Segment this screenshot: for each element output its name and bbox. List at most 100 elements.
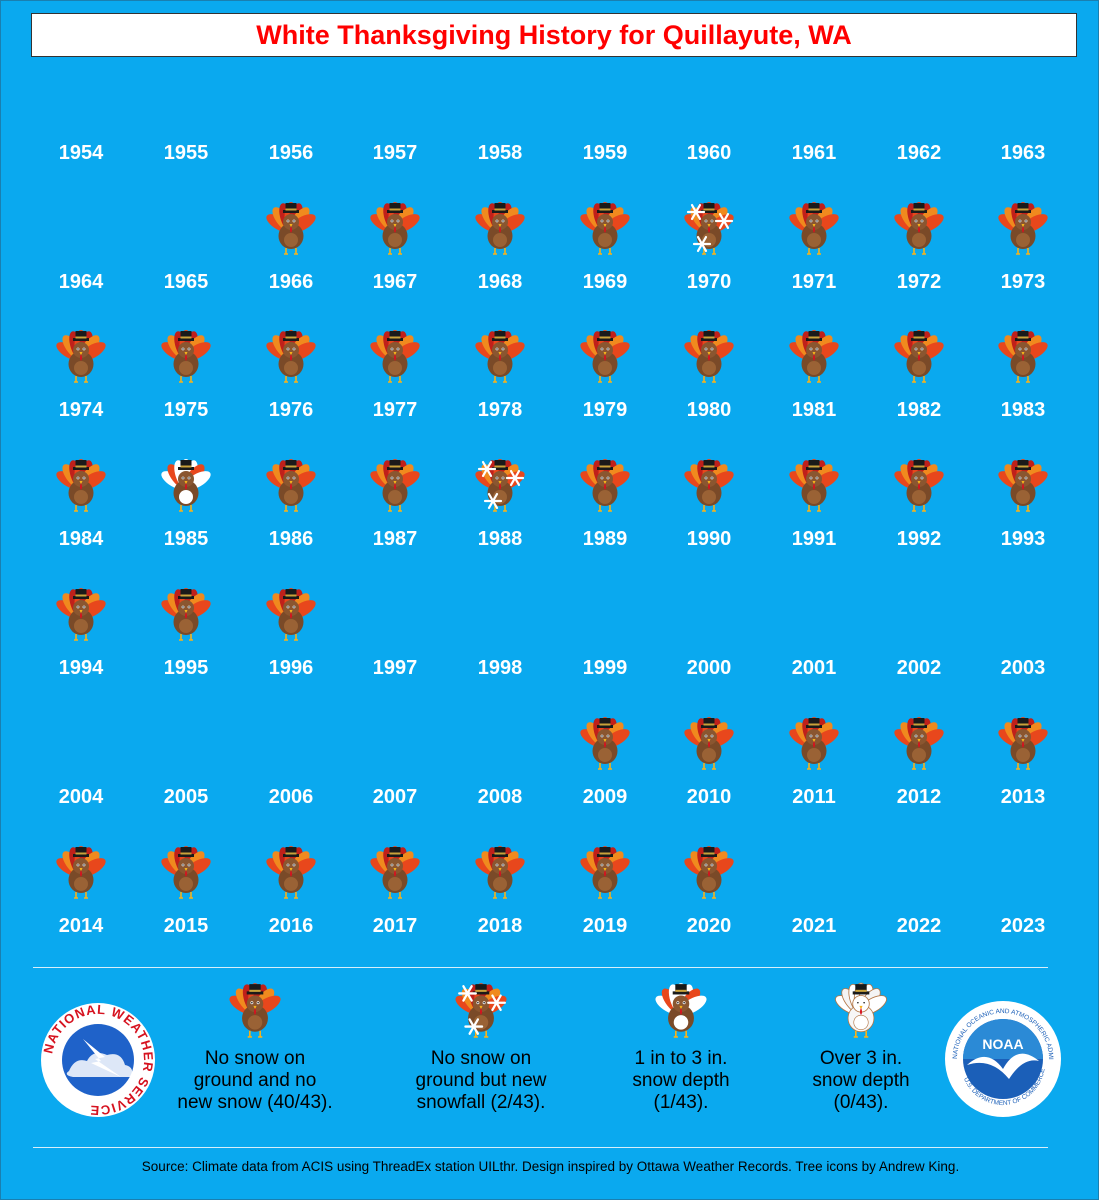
year-label: 1967 — [372, 271, 418, 293]
year-label: 2019 — [582, 915, 628, 937]
year-label: 1961 — [791, 142, 837, 164]
year-label: 1975 — [163, 399, 209, 421]
legend-label: No snow on ground but new snowfall (2/43). — [366, 1048, 596, 1114]
year-label: 1970 — [686, 271, 732, 293]
year-label: 2009 — [582, 786, 628, 808]
snowflake-turkey-icon — [473, 457, 527, 513]
no-snow-turkey-icon — [996, 328, 1050, 384]
no-snow-turkey-icon — [996, 715, 1050, 771]
legend-label: 1 in to 3 in. snow depth (1/43). — [566, 1048, 796, 1114]
legend-light-snow-turkey-icon — [653, 981, 709, 1039]
year-label: 1983 — [1000, 399, 1046, 421]
legend-label-line: Over 3 in. — [819, 1048, 903, 1069]
light-snow-turkey-icon — [159, 457, 213, 513]
year-label: 1957 — [372, 142, 418, 164]
year-label: 1994 — [58, 657, 104, 679]
year-label: 1977 — [372, 399, 418, 421]
no-snow-turkey-icon — [787, 200, 841, 256]
year-label: 2018 — [477, 915, 523, 937]
year-label: 1965 — [163, 271, 209, 293]
year-label: 2002 — [896, 657, 942, 679]
year-label: 1997 — [372, 657, 418, 679]
year-label: 1956 — [268, 142, 314, 164]
year-label: 2014 — [58, 915, 104, 937]
year-label: 1962 — [896, 142, 942, 164]
no-snow-turkey-icon — [159, 844, 213, 900]
year-label: 1998 — [477, 657, 523, 679]
no-snow-turkey-icon — [892, 328, 946, 384]
no-snow-turkey-icon — [578, 715, 632, 771]
nws-logo: NATIONAL WEATHER SERVICE — [40, 1002, 155, 1118]
year-label: 1973 — [1000, 271, 1046, 293]
no-snow-turkey-icon — [473, 844, 527, 900]
year-label: 2012 — [896, 786, 942, 808]
noaa-wordmark: NOAA — [982, 1036, 1023, 1052]
year-label: 2016 — [268, 915, 314, 937]
year-label: 2023 — [1000, 915, 1046, 937]
no-snow-turkey-icon — [682, 844, 736, 900]
year-label: 1988 — [477, 528, 523, 550]
no-snow-turkey-icon — [787, 328, 841, 384]
year-label: 1976 — [268, 399, 314, 421]
year-label: 1954 — [58, 142, 104, 164]
no-snow-turkey-icon — [892, 715, 946, 771]
year-label: 2001 — [791, 657, 837, 679]
year-label: 1999 — [582, 657, 628, 679]
year-label: 2006 — [268, 786, 314, 808]
no-snow-turkey-icon — [368, 200, 422, 256]
no-snow-turkey-icon — [264, 200, 318, 256]
legend-label: Over 3 in. snow depth (0/43). — [746, 1048, 976, 1114]
no-snow-turkey-icon — [159, 586, 213, 642]
year-label: 1960 — [686, 142, 732, 164]
divider-top — [33, 967, 1048, 968]
no-snow-turkey-icon — [54, 328, 108, 384]
year-label: 1974 — [58, 399, 104, 421]
year-label: 2010 — [686, 786, 732, 808]
no-snow-turkey-icon — [996, 200, 1050, 256]
no-snow-turkey-icon — [892, 200, 946, 256]
legend-label-line: snow depth — [632, 1070, 730, 1091]
year-label: 1972 — [896, 271, 942, 293]
no-snow-turkey-icon — [578, 844, 632, 900]
year-label: 1993 — [1000, 528, 1046, 550]
year-label: 2008 — [477, 786, 523, 808]
legend-label-line: No snow on — [430, 1048, 532, 1069]
year-label: 2021 — [791, 915, 837, 937]
year-label: 1991 — [791, 528, 837, 550]
legend-label-line: ground but new — [415, 1070, 547, 1091]
year-label: 1979 — [582, 399, 628, 421]
no-snow-turkey-icon — [682, 328, 736, 384]
year-label: 1964 — [58, 271, 104, 293]
year-label: 1984 — [58, 528, 104, 550]
no-snow-turkey-icon — [54, 844, 108, 900]
no-snow-turkey-icon — [787, 715, 841, 771]
page-title: White Thanksgiving History for Quillayut… — [31, 13, 1077, 57]
no-snow-turkey-icon — [578, 200, 632, 256]
year-label: 2013 — [1000, 786, 1046, 808]
year-label: 2000 — [686, 657, 732, 679]
legend-label-line: (0/43). — [833, 1092, 889, 1113]
year-label: 1959 — [582, 142, 628, 164]
legend-label-line: 1 in to 3 in. — [634, 1048, 728, 1069]
legend-label-line: No snow on — [204, 1048, 306, 1069]
year-label: 1989 — [582, 528, 628, 550]
no-snow-turkey-icon — [159, 328, 213, 384]
year-label: 1996 — [268, 657, 314, 679]
noaa-logo: NOAA NATIONAL OCEANIC AND ATMOSPHERIC AD… — [943, 999, 1061, 1117]
source-note: Source: Climate data from ACIS using Thr… — [141, 1159, 960, 1174]
legend-snowflake-turkey-icon — [453, 981, 509, 1039]
legend-label-line: snowfall (2/43). — [416, 1092, 546, 1113]
year-label: 1981 — [791, 399, 837, 421]
no-snow-turkey-icon — [787, 457, 841, 513]
year-label: 1969 — [582, 271, 628, 293]
year-label: 2004 — [58, 786, 104, 808]
year-label: 1990 — [686, 528, 732, 550]
year-label: 1963 — [1000, 142, 1046, 164]
no-snow-turkey-icon — [264, 328, 318, 384]
no-snow-turkey-icon — [264, 457, 318, 513]
year-label: 1955 — [163, 142, 209, 164]
year-label: 1992 — [896, 528, 942, 550]
year-label: 1995 — [163, 657, 209, 679]
legend-label-line: new snow (40/43). — [177, 1092, 333, 1113]
